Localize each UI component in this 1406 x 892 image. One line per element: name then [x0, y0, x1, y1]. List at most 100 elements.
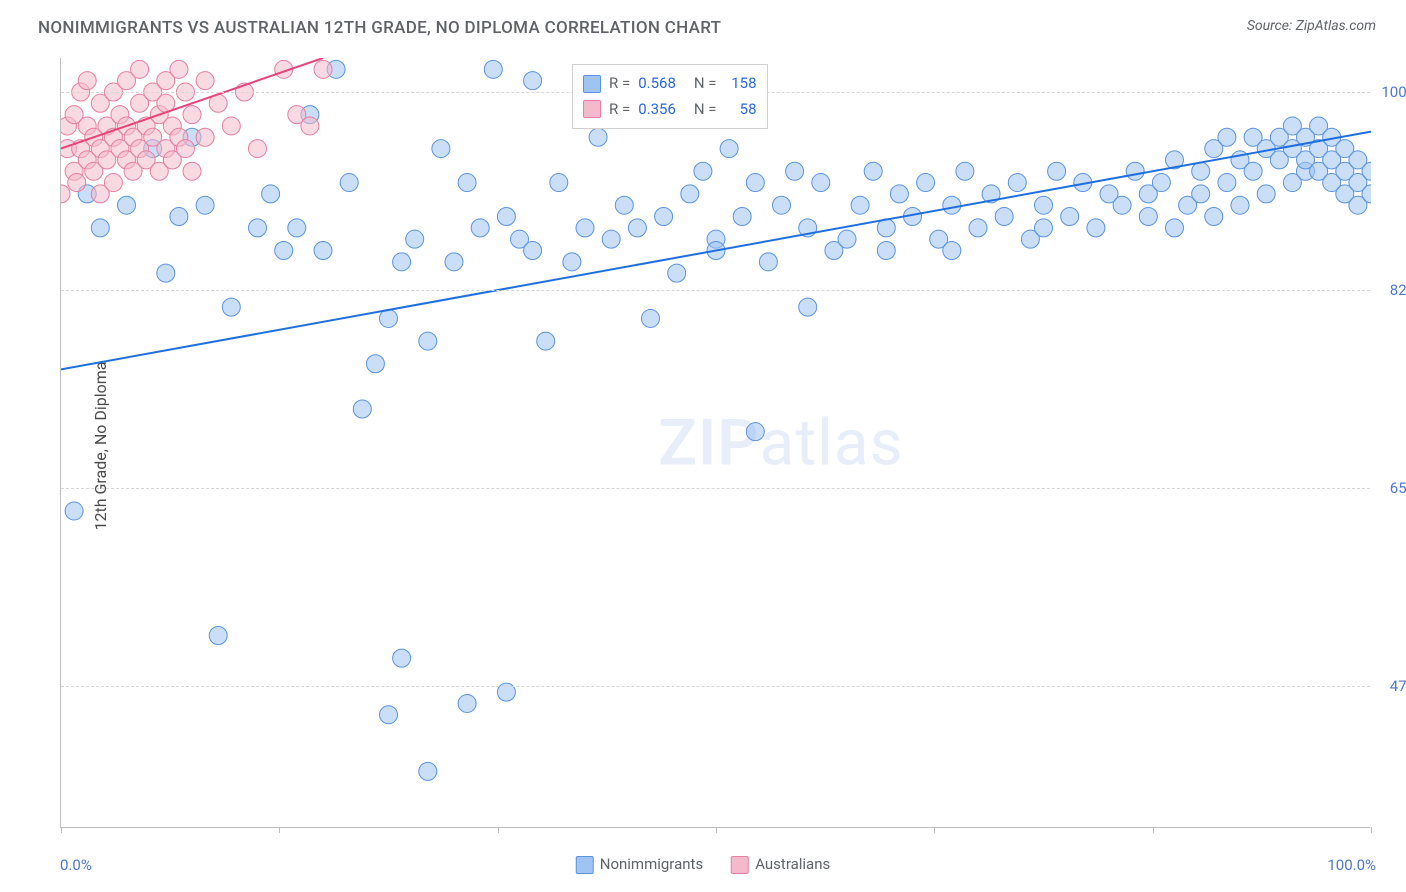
stats-row: R = 0.356 N = 58	[583, 97, 757, 123]
stats-r-label: R =	[609, 97, 630, 123]
gridline	[61, 488, 1370, 489]
data-point	[78, 72, 96, 90]
data-point	[1139, 208, 1157, 226]
data-point	[380, 309, 398, 327]
data-point	[393, 253, 411, 271]
data-point	[118, 196, 136, 214]
data-point	[91, 219, 109, 237]
data-point	[393, 649, 411, 667]
data-point	[851, 196, 869, 214]
stats-n-label: N =	[694, 71, 717, 97]
legend-label: Australians	[755, 855, 830, 873]
scatter-plot-area: ZIPatlas 100.0%82.5%65.0%47.5%	[60, 58, 1370, 828]
data-point	[458, 174, 476, 192]
data-point	[537, 332, 555, 350]
data-point	[655, 208, 673, 226]
bottom-legend: Nonimmigrants Australians	[576, 855, 831, 874]
data-point	[314, 242, 332, 260]
stats-row: R =0.568N =158	[583, 71, 757, 97]
legend-swatch	[731, 856, 749, 874]
data-point	[995, 208, 1013, 226]
data-point	[314, 60, 332, 78]
data-point	[275, 242, 293, 260]
data-point	[773, 196, 791, 214]
x-tick	[1153, 827, 1154, 833]
x-tick	[716, 827, 717, 833]
data-point	[497, 208, 515, 226]
data-point	[432, 140, 450, 158]
data-point	[176, 140, 194, 158]
data-point	[1218, 128, 1236, 146]
source-attribution: Source: ZipAtlas.com	[1247, 18, 1376, 34]
data-point	[956, 162, 974, 180]
legend-swatch	[583, 100, 601, 118]
stats-legend-box: R =0.568N =158R =0.356N =58	[572, 64, 768, 129]
x-tick	[1371, 827, 1372, 833]
y-tick-label: 100.0%	[1375, 83, 1406, 101]
data-point	[1035, 219, 1053, 237]
data-point	[419, 332, 437, 350]
data-point	[340, 174, 358, 192]
data-point	[1061, 208, 1079, 226]
data-point	[642, 309, 660, 327]
data-point	[550, 174, 568, 192]
data-point	[104, 174, 122, 192]
y-tick-label: 65.0%	[1375, 479, 1406, 497]
data-point	[183, 162, 201, 180]
data-point	[668, 264, 686, 282]
legend-item: Nonimmigrants	[576, 855, 703, 874]
gridline	[61, 686, 1370, 687]
data-point	[366, 355, 384, 373]
data-point	[786, 162, 804, 180]
data-point	[524, 242, 542, 260]
data-point	[746, 423, 764, 441]
data-point	[68, 174, 86, 192]
legend-label: Nonimmigrants	[600, 855, 703, 873]
data-point	[1035, 196, 1053, 214]
data-point	[589, 128, 607, 146]
data-point	[838, 230, 856, 248]
data-point	[406, 230, 424, 248]
data-point	[170, 208, 188, 226]
data-point	[694, 162, 712, 180]
data-point	[196, 196, 214, 214]
data-point	[65, 502, 83, 520]
data-point	[746, 174, 764, 192]
y-tick-label: 82.5%	[1375, 281, 1406, 299]
legend-swatch	[583, 75, 601, 93]
x-tick	[498, 827, 499, 833]
stats-r-value: 0.356	[638, 97, 676, 123]
y-tick-label: 47.5%	[1375, 677, 1406, 695]
data-point	[353, 400, 371, 418]
gridline	[61, 290, 1370, 291]
data-point	[222, 117, 240, 135]
stats-n-label: N =	[694, 97, 717, 123]
data-point	[1192, 185, 1210, 203]
data-point	[1008, 174, 1026, 192]
data-point	[1192, 162, 1210, 180]
data-point	[943, 242, 961, 260]
data-point	[799, 298, 817, 316]
data-point	[484, 60, 502, 78]
data-point	[759, 253, 777, 271]
stats-n-value: 58	[725, 97, 757, 123]
data-point	[458, 694, 476, 712]
scatter-svg	[61, 58, 1371, 828]
data-point	[864, 162, 882, 180]
stats-n-value: 158	[725, 71, 757, 97]
data-point	[61, 185, 70, 203]
x-axis-min-label: 0.0%	[60, 856, 92, 874]
data-point	[733, 208, 751, 226]
data-point	[1218, 174, 1236, 192]
data-point	[222, 298, 240, 316]
data-point	[943, 196, 961, 214]
legend-swatch	[576, 856, 594, 874]
data-point	[969, 219, 987, 237]
data-point	[1205, 208, 1223, 226]
data-point	[1231, 196, 1249, 214]
data-point	[288, 219, 306, 237]
data-point	[812, 174, 830, 192]
x-tick	[279, 827, 280, 833]
data-point	[1113, 196, 1131, 214]
data-point	[1166, 219, 1184, 237]
